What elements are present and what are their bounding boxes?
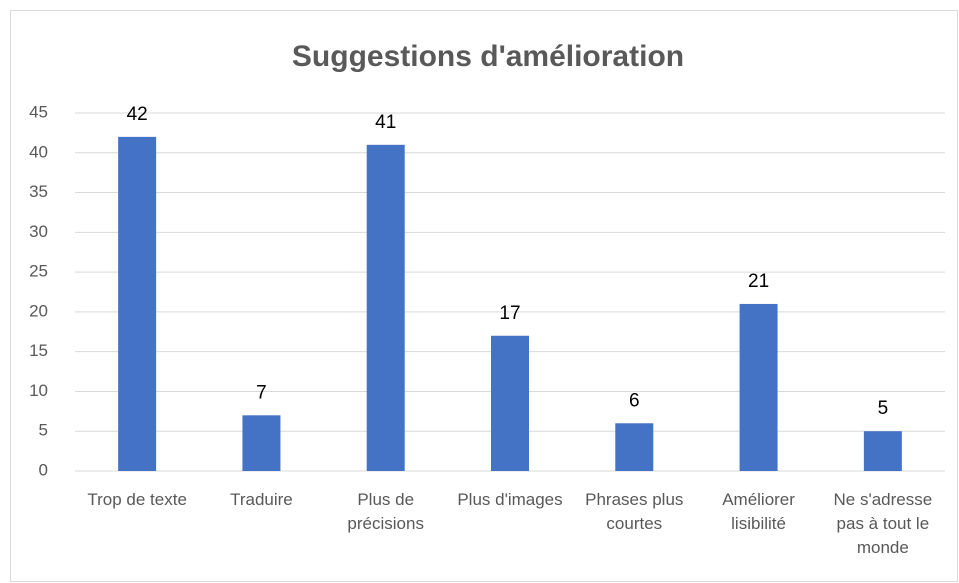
bar [739,303,778,471]
x-tick-label: Phrases plus courtes [585,490,684,533]
y-tick-label: 10 [29,381,48,400]
x-tick-label: Ne s'adresse pas à tout le monde [833,490,933,557]
bar [615,423,654,471]
x-tick-label: Plus de précisions [347,490,424,533]
y-tick-label: 30 [29,222,48,241]
bar [118,136,157,471]
y-tick-label: 45 [29,102,48,121]
y-tick-label: 0 [39,460,48,479]
bar [863,431,902,471]
y-tick-label: 25 [29,262,48,281]
bar [366,144,405,472]
chart-title: Suggestions d'amélioration [292,40,684,73]
data-label: 41 [375,112,396,133]
y-tick-label: 15 [29,341,48,360]
data-label: 21 [748,271,769,292]
x-tick-label: Plus d'images [457,490,563,509]
bar [491,335,529,471]
data-label: 42 [127,104,148,125]
x-tick-label: Trop de texte [87,490,187,509]
y-tick-label: 5 [39,421,48,440]
chart-frame [10,10,958,582]
bar [242,415,281,471]
data-label: 7 [256,382,267,403]
y-tick-label: 20 [29,301,48,320]
x-tick-label: Traduire [230,490,293,509]
y-tick-label: 35 [29,182,48,201]
x-tick-label: Améliorer lisibilité [722,490,795,533]
data-label: 5 [878,398,889,419]
y-tick-label: 40 [29,142,48,161]
data-label: 6 [629,390,640,411]
data-label: 17 [499,303,520,324]
